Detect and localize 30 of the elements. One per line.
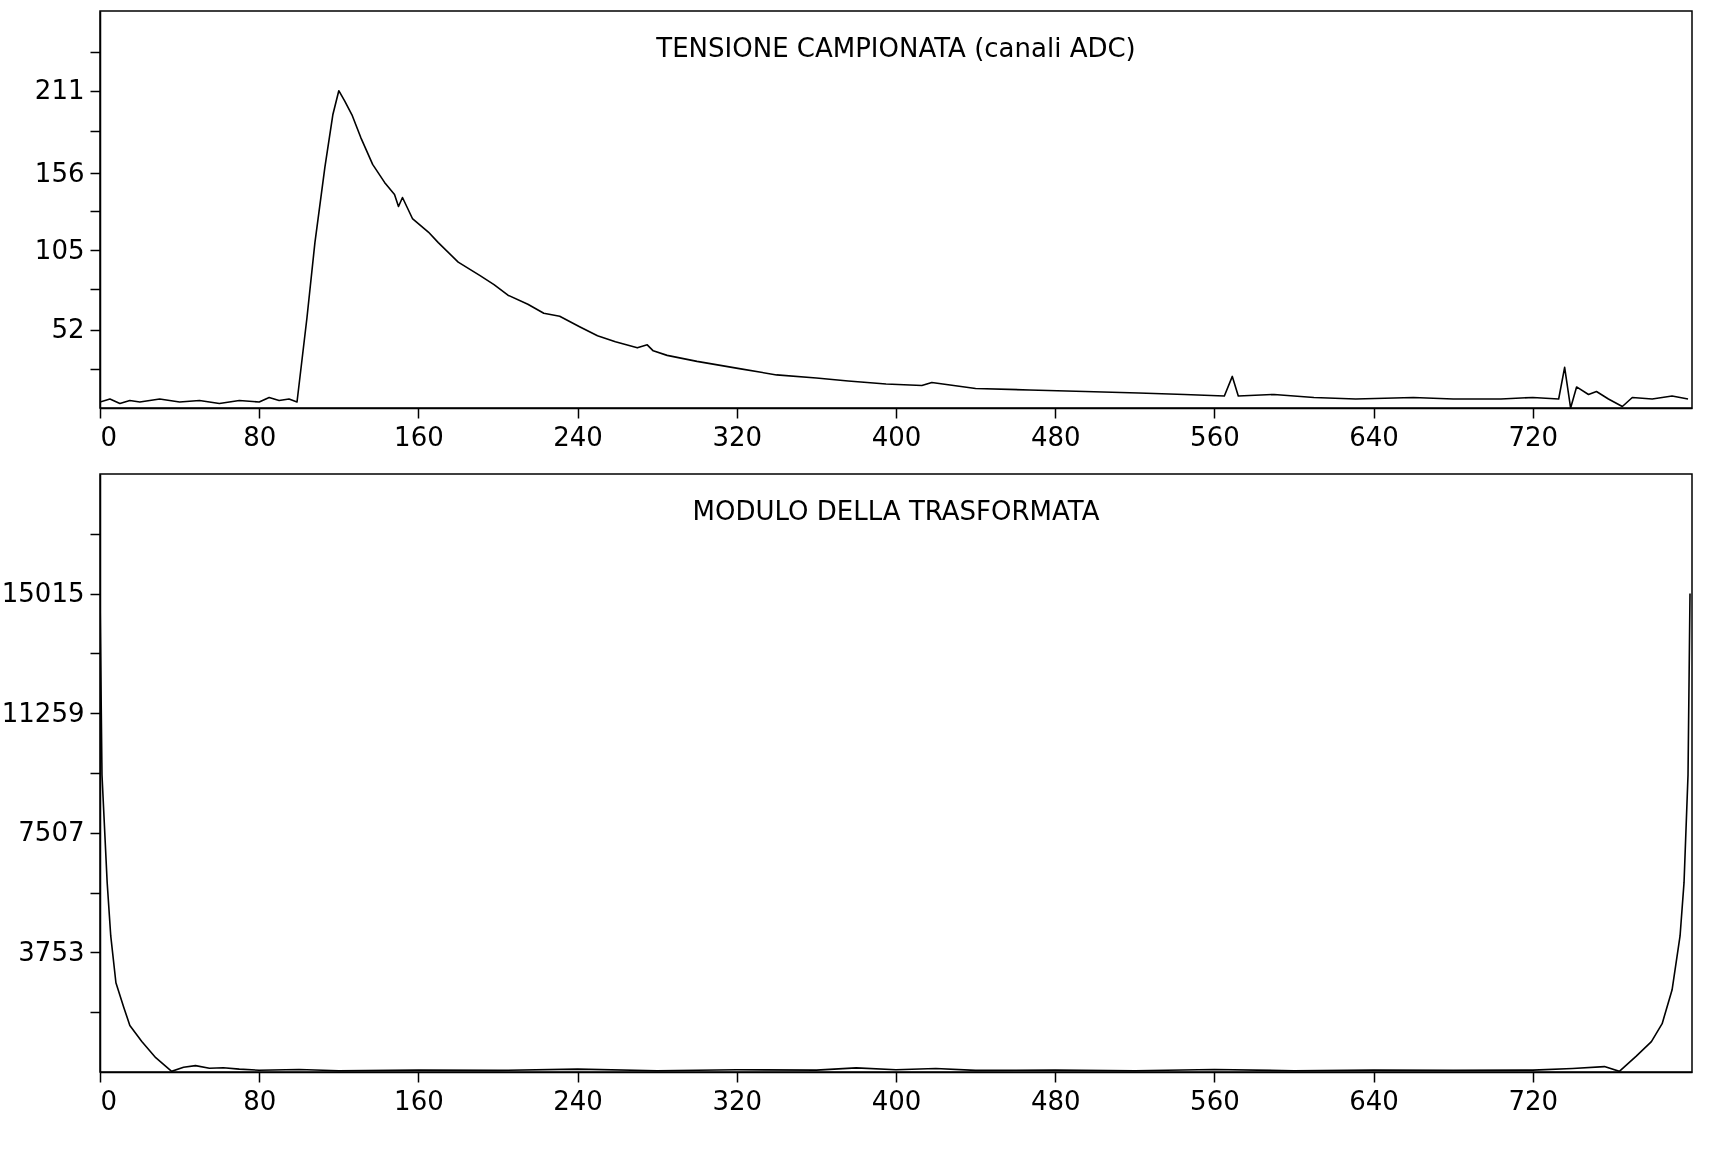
x-tick-label: 400 (871, 421, 922, 452)
x-tick-label: 0 (100, 1085, 118, 1116)
x-tick-label: 720 (1508, 421, 1559, 452)
x-tick-label: 640 (1349, 1085, 1399, 1116)
x-tick-label: 560 (1190, 1085, 1240, 1116)
x-tick-label: 160 (394, 421, 444, 452)
x-tick-label: 240 (553, 1085, 603, 1116)
x-tick-label: 0 (100, 421, 118, 452)
y-tick-label: 7507 (18, 817, 85, 848)
x-tick-label: 720 (1508, 1085, 1559, 1116)
y-tick-label: 156 (34, 157, 85, 188)
x-tick-label: 320 (712, 1085, 763, 1116)
x-tick-label: 480 (1030, 421, 1081, 452)
y-tick-label: 11259 (1, 697, 85, 728)
text: TENSIONE CAMPIONATA (canali ADC) (655, 33, 1136, 63)
y-tick-label: 211 (34, 75, 85, 106)
x-tick-label: 400 (871, 1085, 922, 1116)
x-tick-label: 480 (1030, 1085, 1081, 1116)
y-tick-label: 105 (34, 234, 85, 265)
y-tick-label: 15015 (1, 578, 85, 609)
x-tick-label: 320 (712, 421, 763, 452)
x-tick-label: 640 (1349, 421, 1399, 452)
x-tick-label: 160 (394, 1085, 444, 1116)
x-tick-label: 80 (243, 1085, 277, 1116)
y-tick-label: 52 (51, 314, 85, 345)
x-tick-label: 80 (243, 421, 277, 452)
x-tick-label: 560 (1190, 421, 1240, 452)
x-tick-label: 240 (553, 421, 603, 452)
text: MODULO DELLA TRASFORMATA (692, 496, 1100, 526)
y-tick-label: 3753 (18, 936, 85, 967)
